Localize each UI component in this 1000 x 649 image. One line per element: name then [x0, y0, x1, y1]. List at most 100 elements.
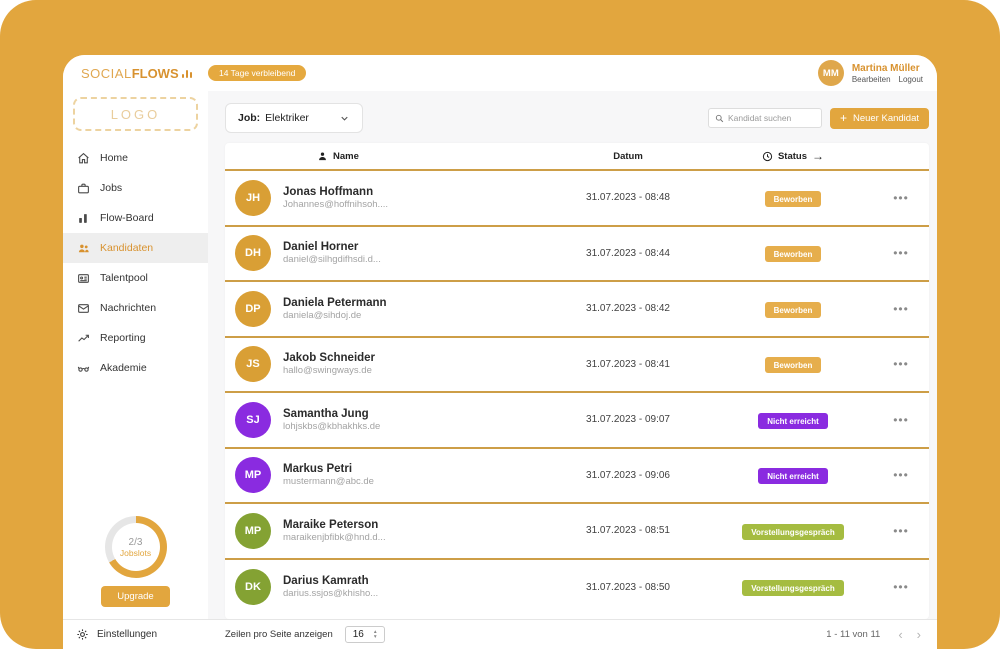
brand-logo: SOCIAL FLOWS	[81, 66, 208, 81]
sidebar-item-akademie[interactable]: Akademie	[63, 353, 208, 383]
table-row[interactable]: DK Darius Kamrath darius.ssjos@khisho...…	[225, 560, 929, 616]
sidebar-item-label: Talentpool	[100, 272, 148, 284]
status-badge: Nicht erreicht	[758, 468, 828, 485]
avatar: DH	[235, 235, 271, 272]
sidebar-item-talentpool[interactable]: Talentpool	[63, 263, 208, 293]
home-icon	[78, 152, 89, 163]
status-badge: Beworben	[764, 301, 822, 318]
table-footer: Zeilen pro Seite anzeigen 16 ▴ ▾ 1 - 11 v…	[208, 619, 937, 649]
row-date: 31.07.2023 - 09:06	[586, 469, 670, 481]
status-badge: Beworben	[764, 357, 822, 374]
status-badge: Nicht erreicht	[758, 412, 828, 429]
candidate-search[interactable]	[707, 108, 822, 128]
candidate-name: Markus Petri	[283, 463, 353, 476]
table-row[interactable]: SJ Samantha Jung lohjskbs@kbhakhks.de 31…	[225, 393, 929, 449]
candidates-table: Name Datum Status →	[225, 143, 929, 619]
sidebar-item-nachrichten[interactable]: Nachrichten	[63, 293, 208, 323]
row-menu-button[interactable]: •••	[893, 523, 909, 538]
job-filter-value: Elektriker	[265, 112, 309, 124]
rows-per-page-label: Zeilen pro Seite anzeigen	[225, 629, 333, 640]
status-badge: Beworben	[764, 190, 822, 207]
person-icon	[319, 152, 326, 160]
logout-link[interactable]: Logout	[898, 74, 923, 84]
new-candidate-button[interactable]: + Neuer Kandidat	[829, 107, 929, 129]
sidebar-item-reporting[interactable]: Reporting	[63, 323, 208, 353]
jobslots-donut-chart: 2/3 Jobslots	[104, 516, 167, 578]
briefcase-icon	[78, 183, 89, 193]
row-menu-button[interactable]: •••	[893, 468, 909, 483]
settings-label: Einstellungen	[97, 629, 158, 640]
bar-chart-icon	[79, 213, 87, 223]
brand-part1: SOCIAL	[81, 65, 132, 81]
row-menu-button[interactable]: •••	[893, 301, 909, 316]
candidate-email: hallo@swingways.de	[283, 365, 372, 377]
avatar: SJ	[235, 401, 271, 438]
sidebar-item-label: Home	[100, 152, 129, 164]
search-icon	[715, 114, 724, 122]
candidate-email: darius.ssjos@khisho...	[283, 588, 379, 600]
row-menu-button[interactable]: •••	[893, 190, 909, 205]
candidate-email: maraikenjbfibk@hnd.d...	[283, 531, 386, 543]
sidebar-item-label: Kandidaten	[100, 242, 154, 254]
avatar: DP	[235, 290, 271, 327]
brand-part2: FLOWS	[131, 65, 179, 81]
candidate-email: Johannes@hoffnihsoh....	[283, 198, 389, 210]
table-row[interactable]: DP Daniela Petermann daniela@sihdoj.de 3…	[225, 282, 929, 338]
candidate-email: lohjskbs@kbhakhks.de	[283, 420, 381, 432]
status-badge: Vorstellungsgespräch	[742, 580, 844, 597]
people-icon	[78, 244, 89, 252]
column-header-name[interactable]: Name	[225, 151, 543, 162]
arrow-right-icon: →	[812, 149, 825, 163]
table-row[interactable]: JH Jonas Hoffmann Johannes@hoffnihsoh...…	[225, 171, 929, 227]
avatar: MP	[235, 512, 271, 549]
table-header-row: Name Datum Status →	[225, 143, 929, 171]
jobslots-label: Jobslots	[119, 547, 152, 558]
sidebar-item-label: Nachrichten	[100, 302, 157, 314]
table-row[interactable]: MP Maraike Peterson maraikenjbfibk@hnd.d…	[225, 504, 929, 560]
row-date: 31.07.2023 - 08:48	[586, 192, 670, 204]
row-menu-button[interactable]: •••	[893, 246, 909, 261]
candidate-name: Daniel Horner	[283, 241, 359, 254]
table-row[interactable]: JS Jakob Schneider hallo@swingways.de 31…	[225, 338, 929, 393]
prev-page-icon[interactable]: ‹	[898, 627, 903, 642]
candidate-name: Maraike Peterson	[283, 518, 379, 531]
sidebar-item-jobs[interactable]: Jobs	[63, 173, 208, 203]
glasses-icon	[77, 366, 90, 372]
sidebar-item-label: Jobs	[100, 182, 123, 194]
rows-per-page-select[interactable]: 16 ▴ ▾	[344, 626, 385, 643]
table-row[interactable]: DH Daniel Horner daniel@silhgdifhsdi.d..…	[225, 227, 929, 282]
avatar: JH	[235, 179, 271, 216]
sidebar-item-einstellungen[interactable]: Einstellungen	[63, 619, 208, 649]
new-candidate-label: Neuer Kandidat	[852, 112, 919, 124]
candidate-email: daniela@sihdoj.de	[283, 309, 362, 321]
sidebar-item-flow-board[interactable]: Flow-Board	[63, 203, 208, 233]
row-date: 31.07.2023 - 08:41	[586, 358, 670, 370]
edit-profile-link[interactable]: Bearbeiten	[851, 74, 891, 84]
row-menu-button[interactable]: •••	[893, 412, 909, 427]
sidebar-item-home[interactable]: Home	[63, 143, 208, 173]
main-content: Job: Elektriker + Neuer Kandidat	[208, 91, 937, 649]
candidate-email: mustermann@abc.de	[283, 476, 374, 488]
sidebar-item-kandidaten[interactable]: Kandidaten	[63, 233, 208, 263]
envelope-icon	[78, 303, 89, 313]
upgrade-button[interactable]: Upgrade	[101, 586, 170, 607]
stepper-icon: ▴ ▾	[373, 629, 377, 640]
next-page-icon[interactable]: ›	[916, 627, 921, 642]
candidate-email: daniel@silhgdifhsdi.d...	[283, 254, 381, 266]
user-block: MM Martina Müller Bearbeiten Logout	[817, 60, 923, 86]
candidate-name: Jakob Schneider	[283, 352, 376, 365]
column-header-date[interactable]: Datum	[613, 150, 643, 162]
candidate-name: Darius Kamrath	[283, 575, 369, 588]
row-menu-button[interactable]: •••	[893, 580, 909, 595]
table-row[interactable]: MP Markus Petri mustermann@abc.de 31.07.…	[225, 449, 929, 504]
status-badge: Beworben	[764, 246, 822, 263]
brand-bars-icon	[181, 69, 193, 78]
search-input[interactable]	[727, 113, 815, 123]
job-filter-dropdown[interactable]: Job: Elektriker	[225, 103, 363, 133]
row-menu-button[interactable]: •••	[893, 357, 909, 372]
user-avatar[interactable]: MM	[817, 60, 844, 86]
id-card-icon	[78, 273, 89, 283]
column-header-status[interactable]: Status →	[713, 149, 873, 163]
row-date: 31.07.2023 - 09:07	[586, 414, 670, 426]
